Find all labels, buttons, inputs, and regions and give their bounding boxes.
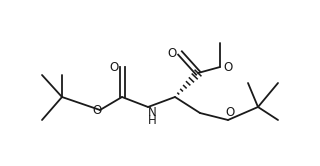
Text: O: O xyxy=(109,60,119,74)
Text: N: N xyxy=(148,106,156,119)
Text: O: O xyxy=(223,60,233,74)
Text: H: H xyxy=(148,115,156,127)
Text: O: O xyxy=(92,103,102,117)
Text: O: O xyxy=(225,107,235,120)
Text: O: O xyxy=(167,46,177,59)
